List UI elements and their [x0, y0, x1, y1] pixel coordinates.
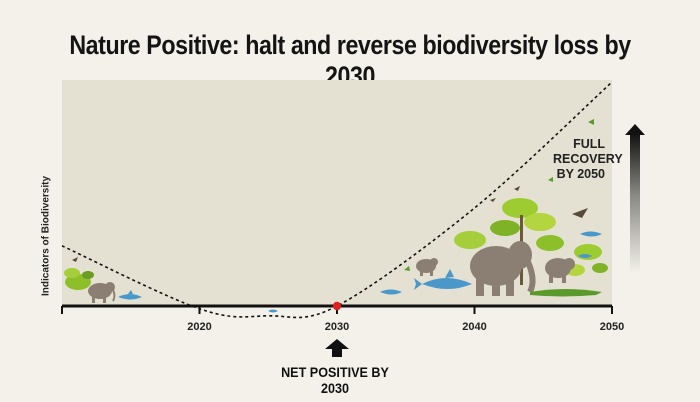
small-elephant-icon — [88, 282, 116, 303]
full-recovery-line-3: BY 2050 — [556, 167, 605, 181]
bird-icon — [404, 119, 594, 271]
fish-icon — [380, 231, 602, 295]
full-recovery-line-2: RECOVERY — [553, 152, 623, 166]
small-elephant-mid-icon — [416, 258, 438, 276]
chart-title: Nature Positive: halt and reverse biodiv… — [69, 30, 631, 91]
net-positive-label: NET POSITIVE BY 2030 — [281, 364, 389, 396]
x-tick-label: 2020 — [187, 321, 211, 333]
full-recovery-label: FULL RECOVERY BY 2050 — [553, 137, 623, 182]
x-tick-label: 2050 — [600, 321, 624, 333]
up-arrow-icon — [325, 339, 349, 357]
small-elephant-right-icon — [545, 258, 575, 283]
gradient-up-arrow-icon — [625, 124, 645, 273]
elephant-icon — [470, 241, 536, 296]
small-fish-icon — [268, 309, 278, 313]
left-foliage-icon — [64, 268, 94, 290]
shark-icon — [414, 269, 472, 290]
small-bird-icon — [72, 257, 78, 262]
x-tick-label: 2040 — [462, 321, 486, 333]
small-shark-icon — [118, 290, 142, 300]
crocodile-icon — [530, 289, 602, 297]
wildlife-illustration — [64, 119, 608, 313]
x-tick-label: 2030 — [325, 321, 349, 333]
y-axis-label: Indicators of Biodiversity — [40, 175, 52, 297]
biodiversity-curve — [61, 81, 613, 319]
net-positive-point — [332, 301, 342, 311]
full-recovery-line-1: FULL — [573, 137, 605, 151]
